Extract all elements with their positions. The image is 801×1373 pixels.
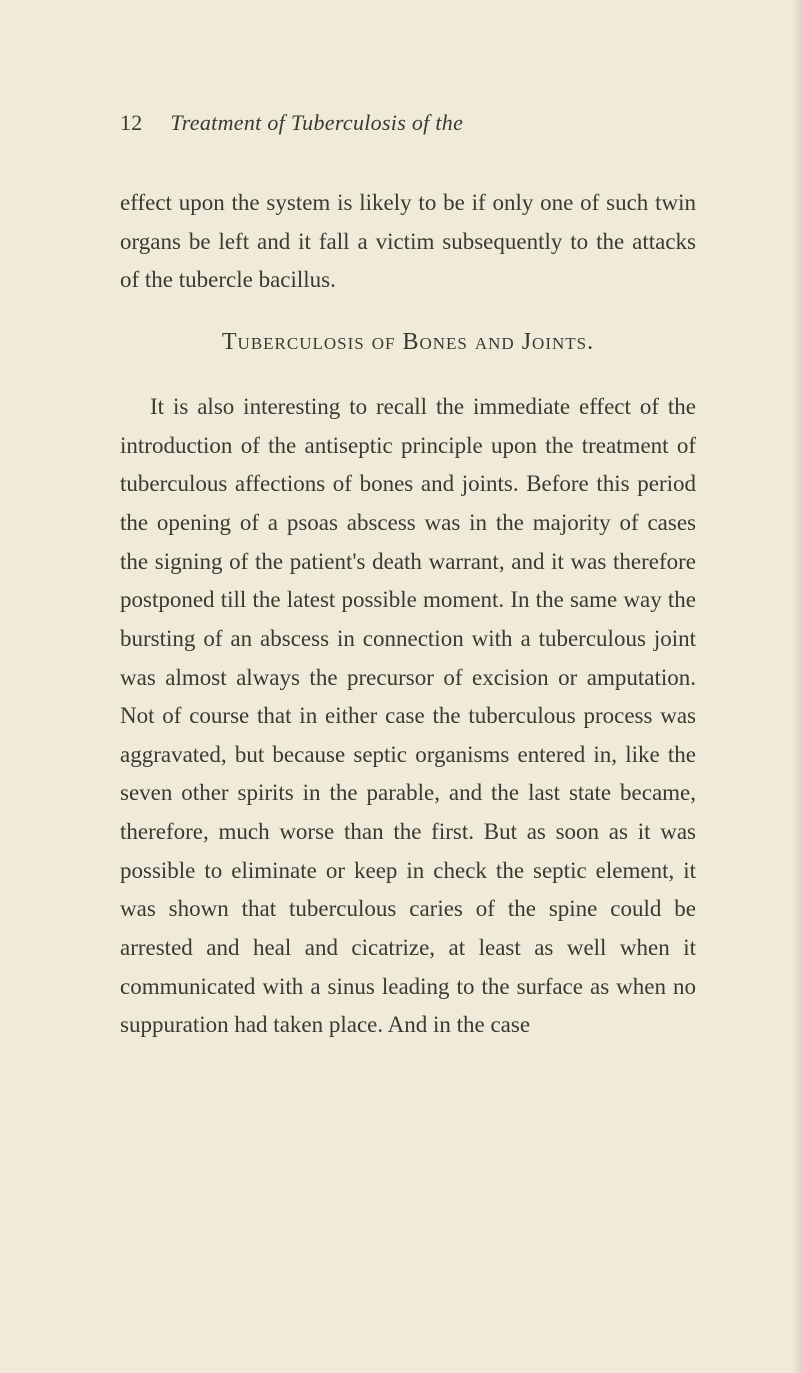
body-text: effect upon the system is likely to be i… (120, 184, 696, 1045)
paragraph-main: It is also interesting to recall the imm… (120, 388, 696, 1045)
paragraph-continuation: effect upon the system is likely to be i… (120, 184, 696, 300)
section-heading: Tuberculosis of Bones and Joints. (120, 322, 696, 362)
book-page: 12 Treatment of Tuberculosis of the effe… (0, 0, 801, 1373)
running-header: 12 Treatment of Tuberculosis of the (120, 110, 696, 136)
page-edge-shadow (791, 0, 801, 1373)
page-number: 12 (120, 110, 143, 136)
running-title: Treatment of Tuberculosis of the (170, 110, 463, 135)
